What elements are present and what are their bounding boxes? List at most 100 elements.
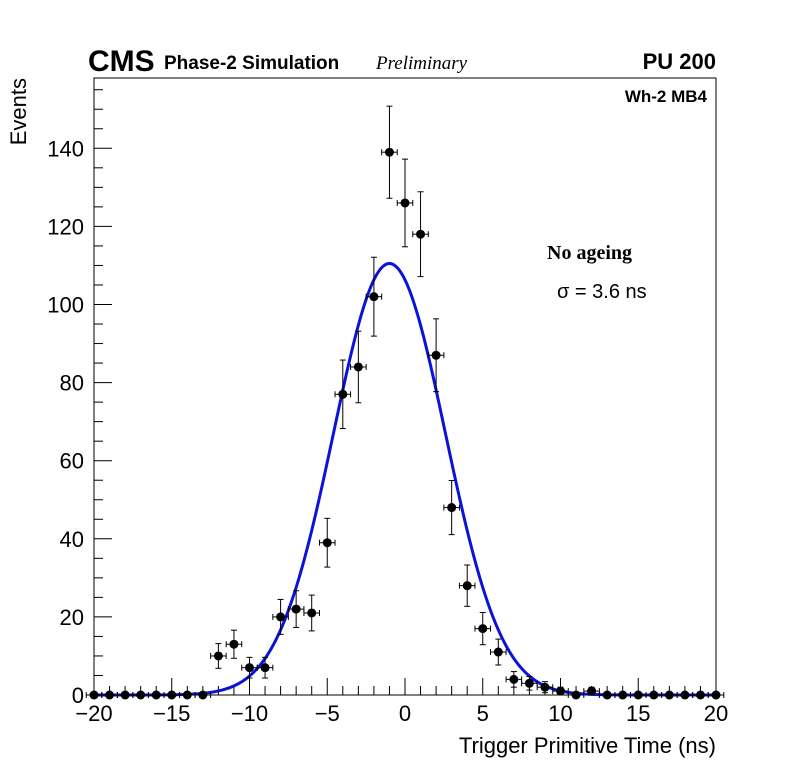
data-point (412, 191, 429, 278)
data-point (210, 643, 227, 669)
data-marker (493, 647, 503, 657)
data-point (272, 598, 289, 635)
data-marker (245, 663, 254, 673)
y-tick-label: 80 (60, 371, 84, 396)
data-marker (307, 608, 317, 618)
fit-layer (94, 261, 716, 697)
pileup-label: PU 200 (643, 49, 716, 74)
data-point (692, 690, 709, 700)
data-marker (633, 690, 643, 700)
data-point (505, 671, 523, 688)
data-point (163, 690, 181, 700)
data-point (381, 105, 398, 199)
y-axis: 0 20 40 60 80 100 120 140 (47, 89, 112, 708)
data-marker (384, 147, 394, 157)
chamber-label: Wh-2 MB4 (625, 87, 708, 106)
x-tick-label: 5 (477, 701, 489, 726)
data-point (287, 590, 305, 628)
data-point (101, 690, 118, 700)
cms-label: CMS (88, 45, 155, 78)
data-marker (120, 690, 130, 700)
x-tick-label: −10 (231, 701, 268, 726)
data-marker (556, 686, 565, 696)
y-tick-label: 120 (47, 214, 84, 239)
data-marker (291, 604, 301, 614)
data-marker (136, 690, 146, 700)
data-marker (664, 690, 674, 700)
x-tick-label: 10 (548, 701, 572, 726)
data-point (629, 690, 647, 700)
data-marker (182, 690, 192, 700)
data-marker (602, 690, 612, 700)
y-axis-title: Events (6, 78, 31, 145)
data-marker (322, 538, 332, 548)
data-point (474, 612, 492, 646)
data-marker (587, 686, 597, 696)
data-point (179, 690, 196, 700)
data-marker (571, 690, 581, 700)
data-point (396, 158, 414, 248)
data-marker (695, 690, 705, 700)
x-tick-label: −5 (315, 701, 340, 726)
data-marker (524, 678, 534, 688)
points-layer (85, 105, 725, 700)
data-point (241, 656, 258, 679)
data-marker (89, 690, 99, 700)
data-marker (478, 624, 488, 634)
data-point (318, 517, 336, 568)
data-point (536, 681, 554, 694)
data-point (490, 638, 507, 666)
y-tick-label: 60 (60, 449, 84, 474)
data-marker (711, 690, 721, 700)
data-point (85, 690, 103, 700)
y-tick-label: 20 (60, 605, 84, 630)
x-axis: −20 −15 −10 −5 0 5 10 15 20 (75, 678, 728, 726)
data-marker (198, 690, 208, 700)
data-marker (353, 362, 363, 372)
data-point (458, 564, 476, 607)
data-marker (276, 612, 286, 622)
sigma-label: σ = 3.6 ns (557, 281, 647, 303)
data-point (583, 686, 600, 696)
data-marker (509, 674, 519, 684)
data-point (334, 359, 352, 430)
data-point (427, 318, 445, 393)
x-tick-label: 20 (704, 701, 728, 726)
data-point (598, 690, 616, 700)
data-marker (338, 389, 348, 399)
x-tick-label: −20 (75, 701, 112, 726)
data-point (132, 690, 149, 700)
scenario-label: No ageing (547, 242, 632, 264)
data-marker (618, 690, 628, 700)
data-point (225, 629, 243, 659)
data-marker (416, 229, 426, 239)
y-tick-label: 0 (72, 683, 84, 708)
data-point (661, 690, 678, 700)
data-point (194, 690, 212, 700)
data-point (614, 690, 631, 700)
data-marker (260, 663, 270, 673)
data-marker (151, 690, 161, 700)
data-point (365, 256, 383, 337)
data-marker (540, 682, 550, 692)
data-marker (447, 503, 457, 513)
fit-curve (94, 261, 716, 697)
data-point (350, 330, 367, 404)
x-tick-label: −15 (153, 701, 190, 726)
data-marker (431, 350, 441, 360)
x-tick-label: 15 (626, 701, 650, 726)
data-point (147, 690, 165, 700)
data-point (676, 690, 694, 700)
phase2-label: Phase-2 Simulation (164, 53, 339, 74)
data-marker (213, 651, 223, 661)
data-point (256, 656, 274, 679)
data-marker (105, 690, 115, 700)
data-marker (462, 581, 472, 591)
preliminary-label: Preliminary (375, 53, 468, 74)
y-tick-label: 140 (47, 136, 84, 161)
y-tick-label: 40 (60, 527, 84, 552)
data-point (552, 686, 569, 696)
data-point (707, 690, 725, 700)
data-point (443, 480, 460, 536)
